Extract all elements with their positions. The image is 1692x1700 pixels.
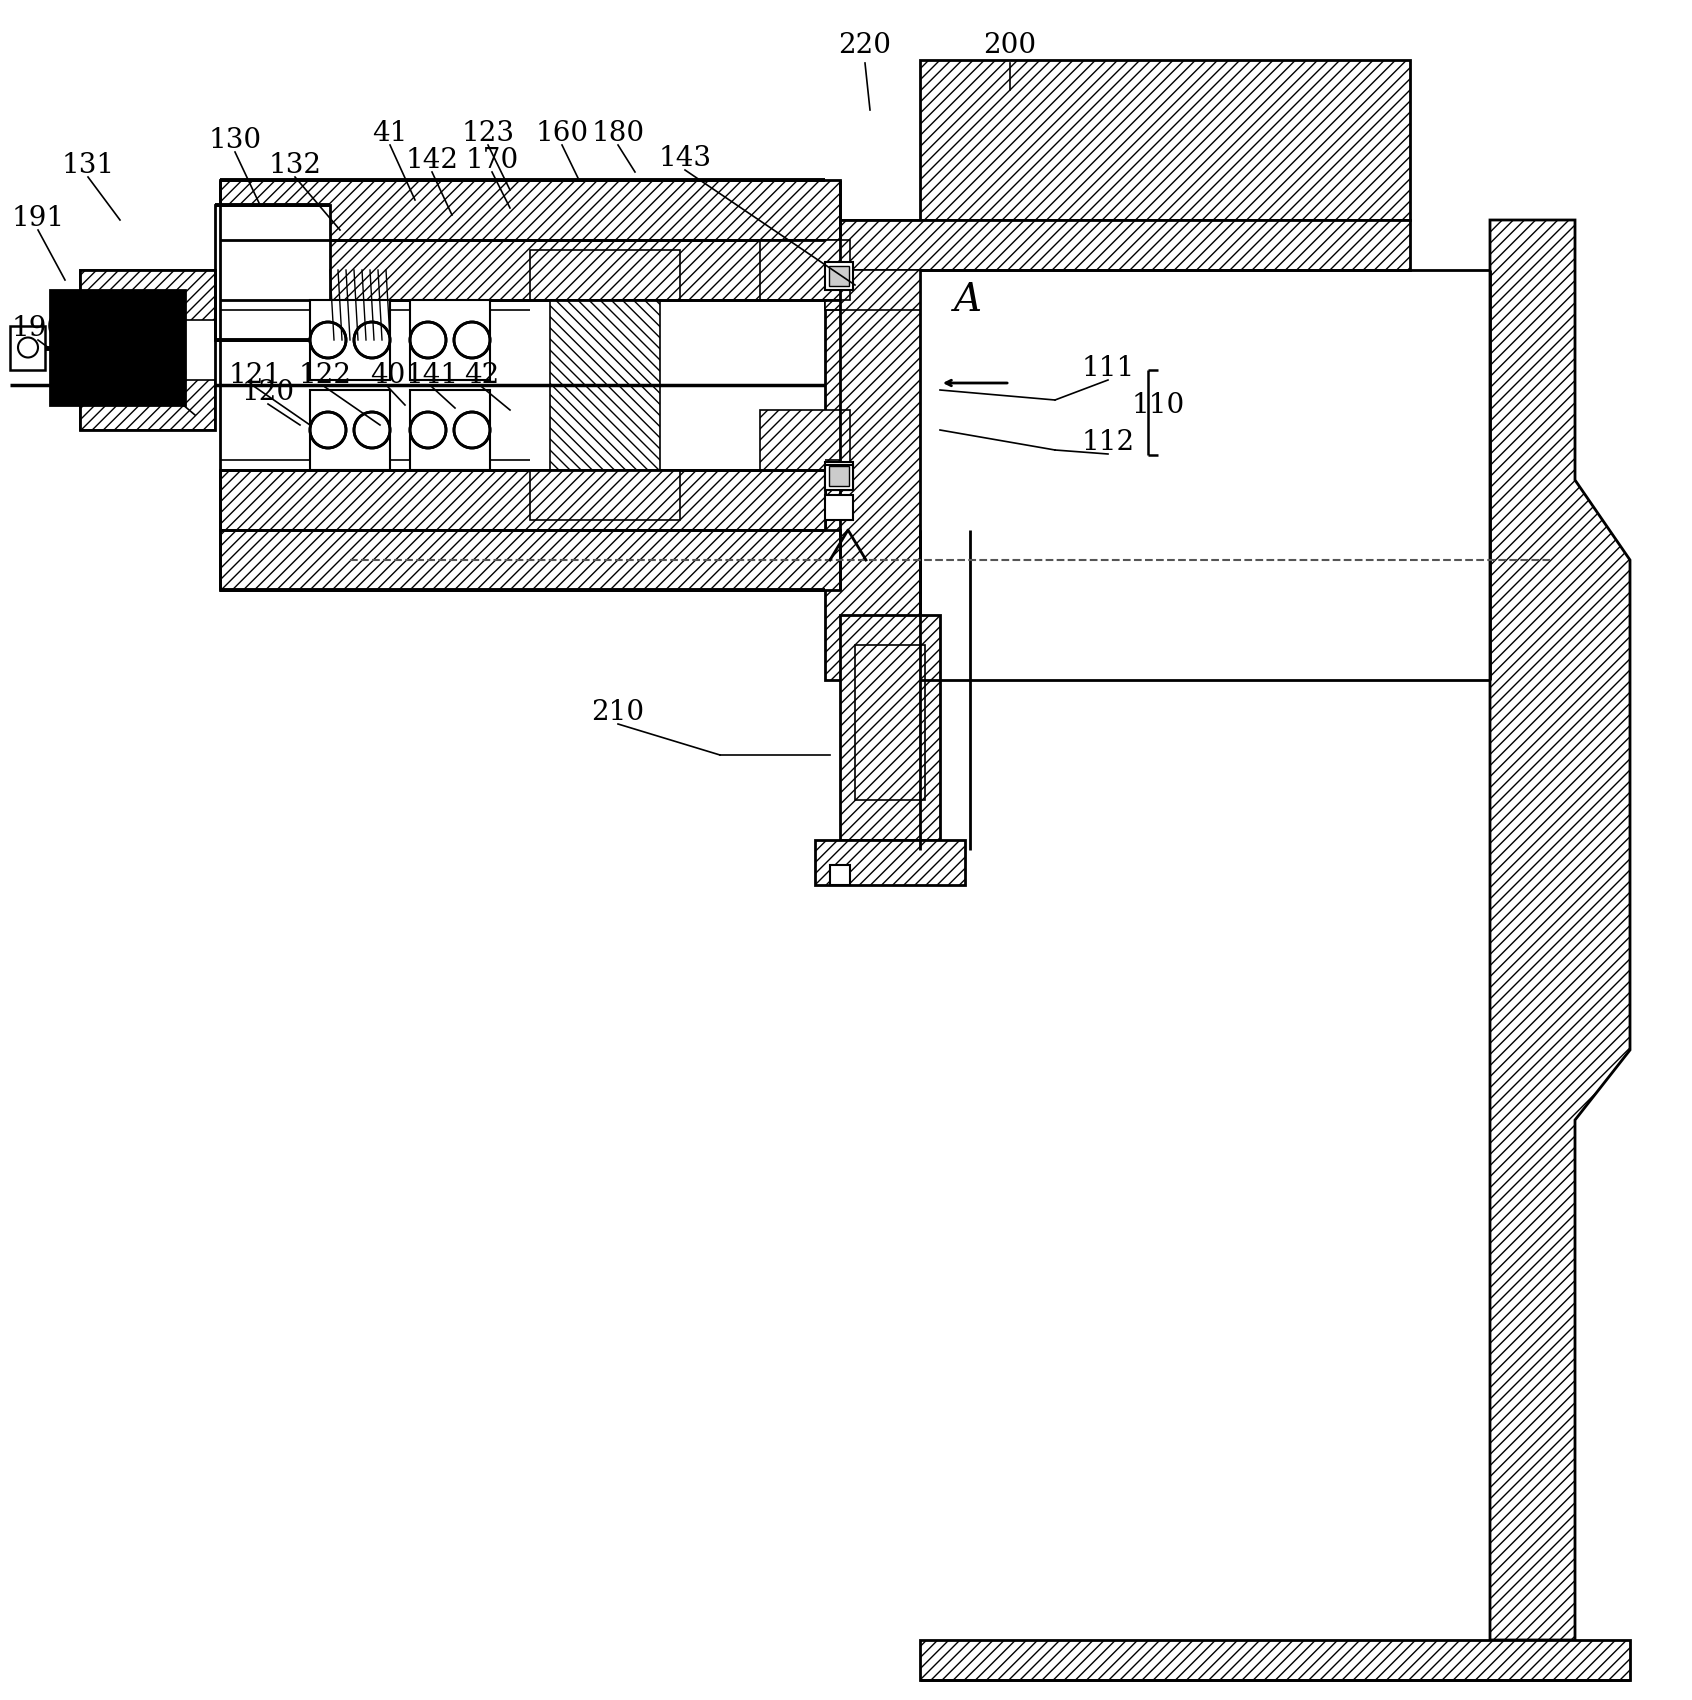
Bar [220, 240, 826, 299]
Polygon shape [550, 299, 660, 469]
Text: 42: 42 [464, 362, 499, 389]
Polygon shape [920, 60, 1409, 219]
Bar [310, 299, 389, 381]
Bar [220, 180, 839, 240]
Polygon shape [826, 219, 920, 680]
Text: 170: 170 [465, 146, 519, 173]
Polygon shape [215, 206, 330, 340]
Bar [829, 265, 849, 286]
Bar [826, 466, 853, 490]
Circle shape [409, 411, 447, 449]
Bar [80, 381, 215, 430]
Bar [760, 410, 849, 469]
Bar [51, 291, 184, 405]
Text: 132: 132 [269, 151, 321, 178]
Bar [826, 495, 853, 520]
Text: 220: 220 [839, 32, 892, 58]
Bar [220, 469, 826, 530]
Text: 131: 131 [61, 151, 115, 178]
Polygon shape [826, 219, 1409, 270]
Polygon shape [920, 1640, 1629, 1680]
Circle shape [354, 411, 389, 449]
Text: 190: 190 [12, 314, 64, 342]
Text: 141: 141 [406, 362, 459, 389]
Bar [409, 299, 491, 381]
Polygon shape [816, 840, 964, 886]
Text: 191: 191 [12, 204, 64, 231]
Text: 123: 123 [462, 119, 514, 146]
Text: 150: 150 [135, 362, 188, 389]
Circle shape [354, 321, 389, 359]
Text: 143: 143 [658, 144, 712, 172]
Bar [310, 299, 389, 381]
Bar [310, 389, 389, 469]
Text: A: A [954, 282, 981, 318]
Bar [831, 865, 849, 886]
Polygon shape [1491, 219, 1629, 1640]
Bar [839, 615, 941, 840]
Circle shape [453, 411, 491, 449]
Bar [220, 530, 839, 590]
Text: 200: 200 [983, 32, 1037, 58]
Polygon shape [826, 270, 920, 309]
Circle shape [453, 321, 491, 359]
Polygon shape [530, 250, 680, 299]
Text: 130: 130 [208, 126, 262, 153]
Circle shape [310, 411, 345, 449]
Bar [310, 389, 389, 469]
Text: 121: 121 [228, 362, 281, 389]
Polygon shape [854, 644, 926, 801]
Text: 112: 112 [1081, 428, 1135, 456]
Polygon shape [530, 469, 680, 520]
Bar [760, 240, 849, 299]
Bar [826, 462, 853, 490]
Text: 120: 120 [242, 379, 294, 406]
Text: 40: 40 [371, 362, 406, 389]
Polygon shape [10, 325, 46, 369]
Bar [409, 389, 491, 469]
Text: 111: 111 [1081, 355, 1135, 381]
Text: 180: 180 [592, 119, 645, 146]
Circle shape [409, 321, 447, 359]
Bar [826, 262, 853, 291]
Bar [829, 466, 849, 486]
Text: 210: 210 [592, 699, 645, 726]
Text: 160: 160 [535, 119, 589, 146]
Text: 142: 142 [406, 146, 459, 173]
Text: 41: 41 [372, 119, 408, 146]
Circle shape [310, 321, 345, 359]
Bar [80, 270, 215, 320]
Bar [409, 389, 491, 469]
Text: 122: 122 [298, 362, 352, 389]
Text: 110: 110 [1132, 391, 1184, 418]
Bar [409, 299, 491, 381]
